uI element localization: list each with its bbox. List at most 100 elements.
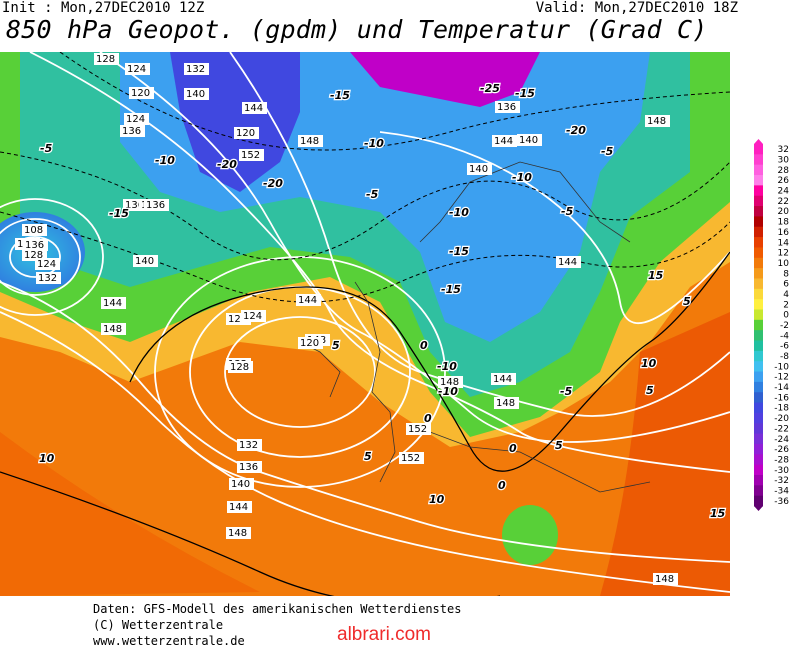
geopotential-label-bg	[101, 297, 126, 309]
colorbar-tick-label: 12	[778, 249, 789, 259]
temperature-label: 5	[683, 295, 691, 308]
zero-isotherm	[0, 251, 730, 596]
colorbar-top-arrow	[754, 139, 763, 144]
geopotential-label: 140	[135, 256, 154, 267]
colorbar-swatch	[754, 164, 763, 176]
temperature-label: -20	[217, 158, 237, 171]
colorbar-swatch	[754, 268, 763, 279]
colorbar-tick-label: 28	[778, 166, 790, 176]
geopotential-label-bg	[237, 439, 262, 451]
temperature-label: -5	[40, 142, 53, 155]
temperature-label: 5	[555, 439, 563, 452]
temperature-colorbar: 32 30 28 26 24 22 20 18 16 14 12 10 8 6 4 2 0 -2 -4 -6 -8 -10…	[754, 139, 790, 511]
colorbar-swatch	[754, 278, 763, 290]
colorbar-tick-label: 4	[783, 290, 789, 300]
geopotential-label-bg	[23, 239, 48, 251]
temperature-label: 10	[429, 493, 445, 506]
colorbar-swatch	[754, 185, 763, 197]
temperature-label: 15	[710, 507, 726, 520]
geopotential-label: 124	[126, 114, 145, 125]
colorbar-swatch	[754, 288, 763, 300]
website-line[interactable]: www.wetterzentrale.de	[93, 634, 245, 648]
geopotential-label-bg	[101, 323, 126, 335]
temperature-label: 10	[641, 357, 657, 370]
temperature-label: -15	[449, 245, 469, 258]
colorbar-tick-label: -10	[774, 362, 789, 372]
colorbar-bottom-arrow	[754, 506, 763, 511]
geopotential-label-bg	[492, 135, 517, 147]
colorbar-tick-label: 32	[778, 145, 789, 155]
colorbar-swatch	[754, 402, 763, 414]
geopotential-label-bg	[399, 452, 424, 464]
geopotential-label-bg	[556, 256, 581, 268]
colorbar-swatch	[754, 175, 763, 186]
geopotential-label-bg	[125, 63, 150, 75]
temperature-label: -20	[263, 177, 283, 190]
colorbar-tick-label: -24	[774, 435, 789, 445]
geopotential-label: 148	[440, 377, 459, 388]
geopotential-label-bg	[296, 294, 321, 306]
geopotential-label-bg	[133, 255, 158, 267]
geopotential-label-bg	[129, 87, 154, 99]
geopotential-label-bg	[494, 397, 519, 409]
colorbar-swatch	[754, 392, 763, 404]
temperature-label: -15	[109, 207, 129, 220]
geopotential-label: 148	[228, 528, 247, 539]
colorbar-swatch	[754, 299, 763, 310]
geopotential-label: 136	[146, 200, 165, 211]
geopotential-label: 148	[300, 136, 319, 147]
geopotential-label: 128	[230, 362, 249, 373]
geopotential-label: 144	[558, 257, 577, 268]
temperature-label: -25	[480, 82, 500, 95]
temperature-label: 5	[646, 384, 654, 397]
colorbar-tick-label: 20	[778, 207, 790, 217]
copyright-line: (C) Wetterzentrale	[93, 618, 224, 632]
temperature-label: -10	[364, 137, 384, 150]
geopotential-label-bg	[241, 310, 266, 322]
geopotential-label-bg	[467, 163, 492, 175]
warm-southwest	[0, 432, 260, 596]
geopotential-label: 120	[236, 128, 255, 139]
geopotential-label-bg	[229, 478, 254, 490]
geopotential-label-bg	[517, 134, 542, 146]
colorbar-swatch	[754, 330, 763, 342]
colorbar-swatch	[754, 433, 763, 445]
colorbar-swatch	[754, 371, 763, 383]
colorbar-swatch	[754, 454, 763, 466]
colorbar-tick-label: 30	[778, 156, 790, 166]
geopotential-label: 132	[186, 64, 205, 75]
geopotential-label-bg	[35, 258, 60, 270]
geopotential-label: 140	[469, 164, 488, 175]
weather-map-svg: 1281241201321361401441481521041081241201…	[0, 52, 730, 596]
colorbar-swatch	[754, 474, 763, 486]
geopotential-label: 152	[401, 453, 420, 464]
colorbar-tick-label: -14	[774, 383, 789, 393]
geopotential-label-bg	[491, 373, 516, 385]
geopotential-label: 128	[96, 54, 115, 65]
colorbar-tick-label: 18	[778, 218, 790, 228]
geopotential-label: 144	[494, 136, 513, 147]
geopotential-label-bg	[22, 224, 47, 236]
geopotential-label: 136	[25, 240, 44, 251]
geopotential-label: 144	[493, 374, 512, 385]
geopotential-label-bg	[298, 135, 323, 147]
colorbar-swatch	[754, 309, 763, 321]
geopotential-label-bg	[184, 88, 209, 100]
geopotential-label: 140	[186, 89, 205, 100]
geopotential-label: 140	[519, 135, 538, 146]
colorbar-swatch	[754, 350, 763, 362]
geopotential-isolines	[0, 52, 730, 593]
temperature-label: 10	[39, 452, 55, 465]
geopotential-label: 132	[38, 273, 57, 284]
geopotential-label: 144	[103, 298, 122, 309]
colorbar-tick-label: 10	[778, 259, 790, 269]
colorbar-tick-label: -22	[774, 424, 789, 434]
colorbar-tick-label: -26	[774, 445, 789, 455]
temperature-label: -5	[561, 205, 574, 218]
init-time-label: Init : Mon,27DEC2010 12Z	[2, 0, 205, 16]
geopotential-label: 120	[300, 338, 319, 349]
geopotential-label-bg	[226, 527, 251, 539]
geopotential-label-bg	[120, 125, 145, 137]
weather-map: 1281241201321361401441481521041081241201…	[0, 52, 730, 596]
temperature-label: -15	[515, 87, 535, 100]
